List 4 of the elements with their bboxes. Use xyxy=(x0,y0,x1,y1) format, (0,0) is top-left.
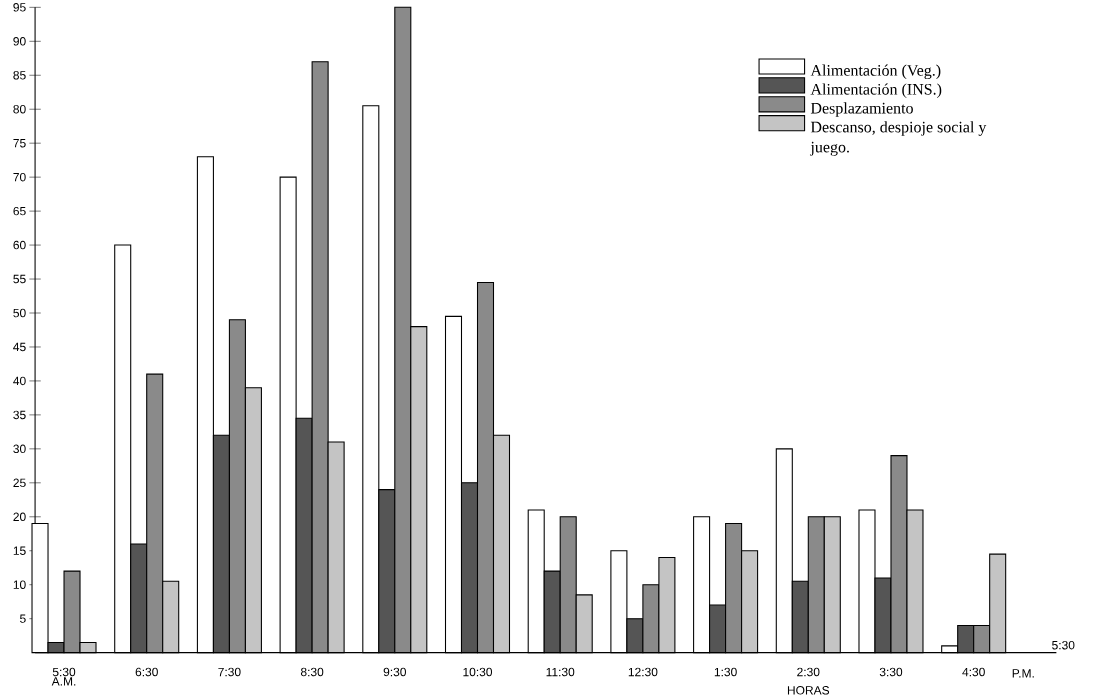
legend-label: Descanso, despioje social y juego. xyxy=(809,121,987,156)
legend-label: Alimentación (INS.) xyxy=(810,83,942,98)
legend-label: Desplazamiento xyxy=(810,102,913,117)
legend-label: Alimentación (Veg.) xyxy=(810,64,941,80)
